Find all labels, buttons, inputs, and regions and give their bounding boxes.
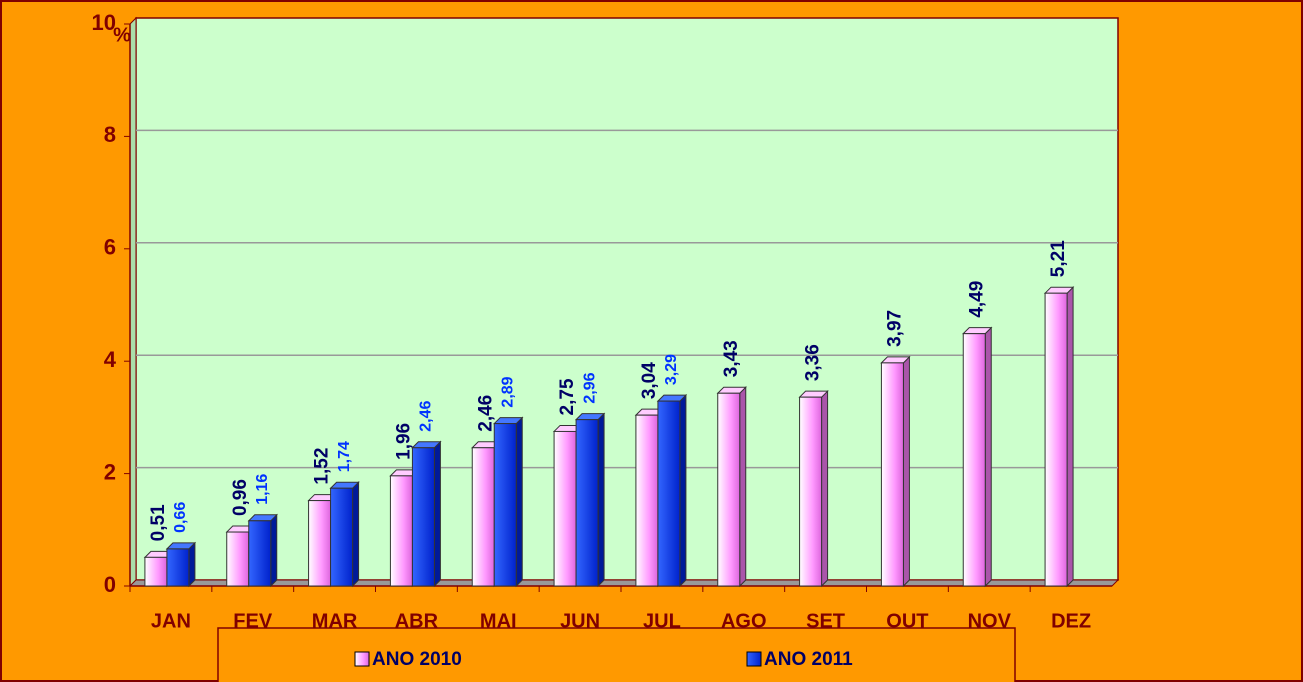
bar-side xyxy=(739,386,747,588)
value-label: 1,74 xyxy=(336,441,353,472)
value-label: 2,96 xyxy=(581,372,598,403)
legend-box xyxy=(217,627,1016,682)
bar-side xyxy=(679,393,687,588)
side-wall xyxy=(129,16,137,588)
bar-side xyxy=(902,355,910,588)
bar xyxy=(717,392,741,587)
bar xyxy=(1044,292,1068,587)
bar-side xyxy=(821,389,829,588)
x-tick-label: NOV xyxy=(968,610,1012,632)
bar-side xyxy=(597,412,605,588)
x-tick-label: JUN xyxy=(560,610,600,632)
bar-side xyxy=(270,513,278,588)
bar xyxy=(308,500,332,587)
value-label: 0,51 xyxy=(148,504,169,541)
value-label: 1,16 xyxy=(254,474,271,505)
legend-swatch xyxy=(746,651,762,667)
x-tick-label: FEV xyxy=(233,610,273,632)
value-label: 3,97 xyxy=(884,310,905,347)
y-tick-label: 0 xyxy=(104,572,116,597)
legend-label: ANO 2010 xyxy=(372,649,462,670)
value-label: 2,89 xyxy=(499,376,516,407)
value-label: 3,36 xyxy=(803,344,824,381)
bar xyxy=(575,419,599,587)
y-tick-label: 10 xyxy=(92,10,116,35)
legend-label: ANO 2011 xyxy=(764,649,853,670)
bar xyxy=(799,396,823,587)
x-tick-label: ABR xyxy=(395,610,439,632)
value-label: 5,21 xyxy=(1048,240,1069,277)
bar-side xyxy=(188,541,196,588)
bar xyxy=(635,414,659,587)
bar-side xyxy=(352,481,360,588)
bar xyxy=(226,531,250,587)
plot-wall xyxy=(135,17,1119,581)
x-tick-label: SET xyxy=(806,610,845,632)
x-tick-label: DEZ xyxy=(1051,610,1091,632)
bar xyxy=(471,447,495,587)
bar-side xyxy=(984,326,992,588)
x-tick-label: MAR xyxy=(312,610,358,632)
x-tick-label: JUL xyxy=(643,610,681,632)
bar xyxy=(248,520,272,587)
x-tick-label: OUT xyxy=(886,610,928,632)
bar xyxy=(962,333,986,587)
bar xyxy=(553,430,577,587)
y-axis-label: % xyxy=(113,24,131,46)
y-tick-label: 2 xyxy=(104,459,116,484)
bar-side xyxy=(515,416,523,588)
x-tick-label: JAN xyxy=(151,610,191,632)
value-label: 1,52 xyxy=(312,448,333,485)
value-label: 0,96 xyxy=(230,479,251,516)
bar xyxy=(166,548,190,587)
value-label: 3,43 xyxy=(721,340,742,377)
bar xyxy=(144,556,168,587)
value-label: 1,96 xyxy=(393,423,414,460)
bar-side xyxy=(433,440,441,588)
y-tick-label: 8 xyxy=(104,122,116,147)
x-tick-label: MAI xyxy=(480,610,517,632)
bar xyxy=(411,447,435,587)
bar-side xyxy=(1066,285,1074,588)
y-tick-label: 6 xyxy=(104,235,116,260)
value-label: 3,29 xyxy=(663,354,680,385)
bar xyxy=(330,487,354,587)
x-tick-label: AGO xyxy=(721,610,767,632)
value-label: 2,46 xyxy=(418,401,435,432)
y-tick-label: 4 xyxy=(104,347,117,372)
value-label: 2,46 xyxy=(475,395,496,432)
value-label: 0,66 xyxy=(172,502,189,533)
legend-swatch xyxy=(354,651,370,667)
value-label: 3,04 xyxy=(639,362,660,399)
value-label: 4,49 xyxy=(966,281,987,318)
bar xyxy=(657,400,681,587)
bar xyxy=(880,362,904,587)
bar xyxy=(389,475,413,587)
value-label: 2,75 xyxy=(557,378,578,415)
bar xyxy=(493,423,517,587)
